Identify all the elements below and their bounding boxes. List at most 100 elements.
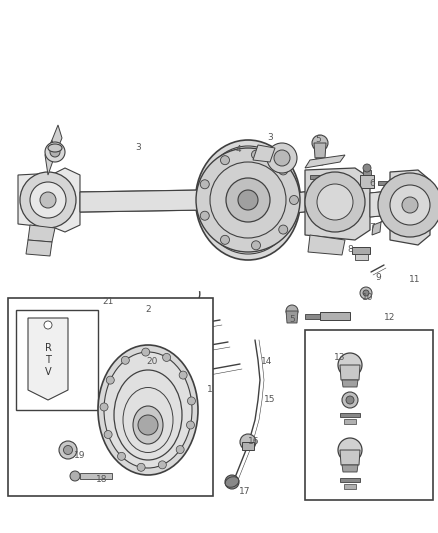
Polygon shape (340, 450, 360, 465)
Ellipse shape (201, 146, 296, 254)
Circle shape (64, 446, 73, 455)
Circle shape (338, 353, 362, 377)
Polygon shape (295, 190, 320, 213)
Polygon shape (340, 413, 360, 417)
Polygon shape (28, 318, 68, 400)
Circle shape (305, 172, 365, 232)
Circle shape (363, 290, 369, 296)
Circle shape (342, 392, 358, 408)
Circle shape (200, 211, 209, 220)
Text: 2: 2 (145, 305, 151, 314)
Text: 13: 13 (334, 353, 346, 362)
Circle shape (290, 196, 299, 205)
Text: 16: 16 (248, 438, 260, 447)
Circle shape (138, 415, 158, 435)
Text: R: R (45, 343, 51, 353)
Polygon shape (18, 168, 80, 232)
Ellipse shape (48, 144, 62, 152)
Circle shape (267, 143, 297, 173)
Polygon shape (372, 222, 381, 235)
Polygon shape (253, 145, 275, 162)
Text: 11: 11 (409, 276, 421, 285)
Ellipse shape (133, 406, 163, 444)
Polygon shape (80, 473, 112, 479)
Circle shape (106, 376, 114, 384)
Circle shape (187, 421, 194, 429)
Circle shape (40, 192, 56, 208)
Circle shape (100, 403, 108, 411)
Circle shape (179, 371, 187, 379)
Circle shape (378, 173, 438, 237)
Polygon shape (363, 170, 371, 175)
Circle shape (363, 164, 371, 172)
Circle shape (240, 434, 256, 450)
Text: 7: 7 (369, 223, 375, 232)
Bar (305, 330, 433, 500)
Circle shape (196, 148, 300, 252)
Circle shape (158, 461, 166, 469)
Text: 8: 8 (347, 246, 353, 254)
Circle shape (274, 150, 290, 166)
Ellipse shape (98, 345, 198, 475)
Circle shape (312, 135, 328, 151)
Circle shape (402, 197, 418, 213)
Polygon shape (80, 190, 205, 212)
Circle shape (137, 463, 145, 471)
Circle shape (20, 172, 76, 228)
Circle shape (104, 431, 112, 439)
Circle shape (286, 305, 298, 317)
Text: 14: 14 (261, 358, 273, 367)
Text: 19: 19 (74, 450, 86, 459)
Circle shape (338, 438, 362, 462)
Polygon shape (340, 478, 360, 482)
Polygon shape (305, 155, 345, 168)
Text: 10: 10 (362, 294, 374, 303)
Bar (8, 298, 213, 496)
Text: 9: 9 (375, 273, 381, 282)
Circle shape (187, 397, 195, 405)
Polygon shape (26, 240, 52, 256)
Text: 20: 20 (146, 358, 158, 367)
Polygon shape (28, 225, 55, 242)
Circle shape (117, 453, 126, 461)
Circle shape (279, 166, 288, 175)
Ellipse shape (104, 352, 192, 468)
Polygon shape (316, 158, 324, 165)
Text: V: V (45, 367, 51, 377)
Circle shape (360, 287, 372, 299)
Circle shape (30, 182, 66, 218)
Polygon shape (320, 312, 350, 320)
Circle shape (50, 147, 60, 157)
Polygon shape (45, 140, 55, 175)
Polygon shape (355, 254, 368, 260)
Polygon shape (308, 235, 345, 255)
Polygon shape (344, 419, 356, 424)
Polygon shape (52, 125, 62, 155)
Text: 12: 12 (384, 313, 396, 322)
Circle shape (251, 241, 261, 250)
Polygon shape (360, 175, 374, 188)
Circle shape (44, 321, 52, 329)
Circle shape (70, 471, 80, 481)
Polygon shape (340, 365, 360, 380)
Circle shape (162, 353, 170, 361)
Text: 3: 3 (135, 143, 141, 152)
Circle shape (142, 348, 150, 356)
Polygon shape (286, 311, 298, 323)
Text: 5: 5 (289, 316, 295, 325)
Polygon shape (314, 143, 326, 158)
Circle shape (317, 184, 353, 220)
Circle shape (121, 356, 129, 364)
Circle shape (279, 225, 288, 234)
Circle shape (200, 180, 209, 189)
Polygon shape (344, 484, 356, 489)
Ellipse shape (195, 140, 300, 260)
Bar (16, 310, 98, 410)
Polygon shape (342, 380, 358, 387)
Circle shape (220, 156, 230, 165)
Text: T: T (45, 355, 51, 365)
Polygon shape (370, 191, 390, 217)
Circle shape (220, 236, 230, 244)
Polygon shape (342, 465, 358, 472)
Text: 6: 6 (369, 179, 375, 188)
